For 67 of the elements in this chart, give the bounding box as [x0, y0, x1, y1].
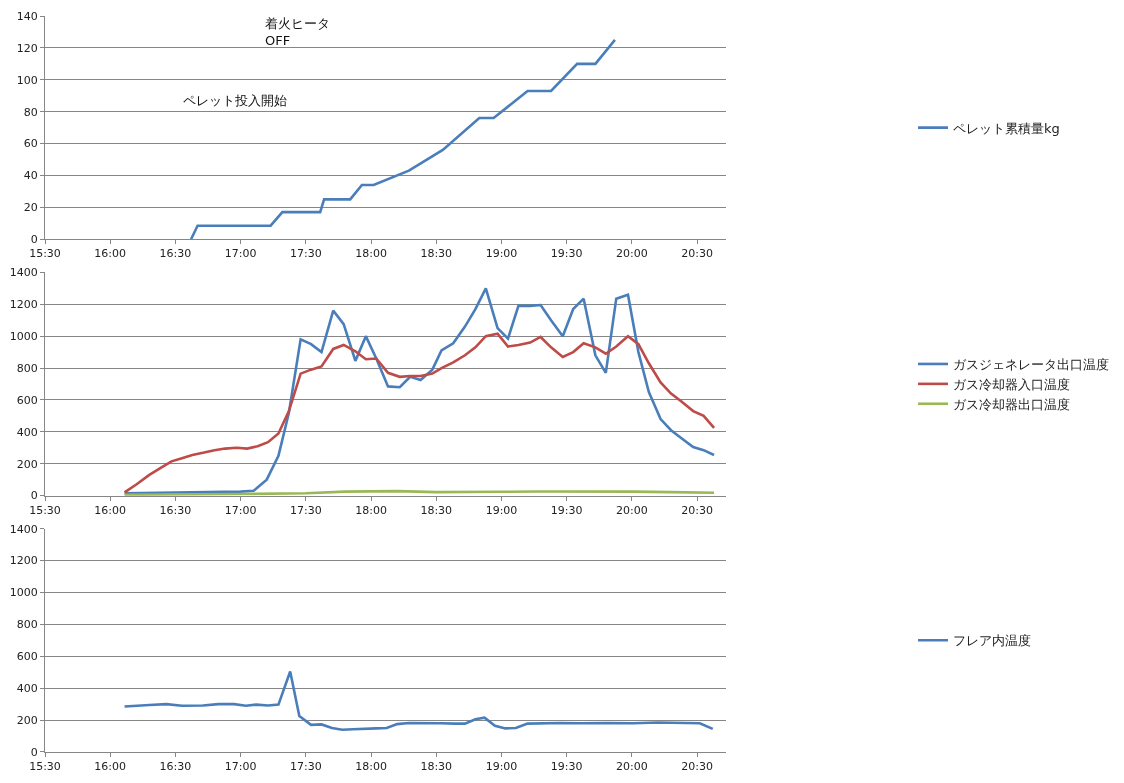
x-tick-label: 20:30: [681, 760, 713, 774]
y-tick-label: 200: [16, 713, 38, 727]
y-tick-label: 60: [23, 137, 38, 151]
annotation: 着火ヒータ OFF: [265, 16, 330, 48]
x-tick-label: 17:30: [289, 247, 322, 261]
y-tick-label: 1000: [9, 330, 38, 344]
x-tick-label: 16:30: [159, 247, 192, 261]
y-tick-label: 600: [16, 650, 38, 664]
x-tick-label: 16:00: [94, 247, 127, 261]
x-tick-label: 16:30: [159, 503, 192, 517]
x-tick-label: 16:00: [94, 760, 127, 774]
x-tick-label: 18:30: [420, 760, 453, 774]
legend-label: フレア内温度: [953, 633, 1032, 649]
x-tick-label: 15:30: [29, 503, 61, 517]
x-tick-label: 16:00: [94, 503, 127, 517]
x-tick-label: 19:30: [550, 760, 583, 774]
x-tick-label: 18:00: [355, 760, 387, 774]
y-tick-label: 1400: [9, 266, 38, 280]
y-tick-label: 1200: [9, 298, 38, 312]
x-tick-label: 20:00: [616, 760, 648, 774]
x-tick-label: 15:30: [29, 247, 61, 261]
x-tick-label: 18:30: [420, 247, 453, 261]
y-tick-label: 120: [16, 41, 38, 55]
y-tick-label: 20: [23, 201, 38, 215]
line-series: [123, 332, 716, 494]
y-tick-label: 40: [23, 169, 38, 183]
y-tick-label: 0: [30, 745, 38, 759]
x-tick-label: 17:00: [224, 760, 257, 774]
x-tick-label: 15:30: [29, 760, 61, 774]
y-tick-label: 200: [16, 457, 38, 471]
line-series: [123, 287, 716, 495]
y-tick-label: 1200: [9, 554, 38, 568]
legend-label: ガス冷却器出口温度: [953, 396, 1071, 412]
y-tick-label: 100: [16, 73, 38, 87]
y-tick-label: 0: [30, 233, 38, 247]
annotation: ペレット投入開始: [183, 93, 287, 108]
x-tick-label: 19:30: [550, 247, 583, 261]
y-tick-label: 0: [30, 489, 38, 503]
y-tick-label: 400: [16, 425, 38, 439]
x-tick-label: 20:30: [681, 247, 713, 261]
x-tick-label: 17:00: [224, 503, 257, 517]
line-series: [123, 670, 715, 731]
y-tick-label: 1000: [9, 586, 38, 600]
x-tick-label: 17:00: [224, 247, 257, 261]
legend-label: ガスジェネレータ出口温度: [953, 357, 1110, 373]
x-tick-label: 20:30: [681, 503, 713, 517]
x-tick-label: 19:00: [485, 503, 518, 517]
x-tick-label: 18:30: [420, 503, 453, 517]
y-tick-label: 400: [16, 682, 38, 696]
x-tick-label: 17:30: [289, 503, 322, 517]
y-tick-label: 80: [23, 105, 38, 119]
x-tick-label: 18:00: [355, 247, 387, 261]
x-tick-label: 18:00: [355, 503, 387, 517]
x-tick-label: 19:00: [485, 760, 518, 774]
x-tick-label: 16:30: [159, 760, 192, 774]
x-tick-label: 20:00: [616, 503, 648, 517]
y-tick-label: 800: [16, 361, 38, 375]
x-tick-label: 19:30: [550, 503, 583, 517]
x-tick-label: 20:00: [616, 247, 648, 261]
y-tick-label: 800: [16, 618, 38, 632]
y-tick-label: 1400: [9, 522, 38, 536]
y-tick-label: 600: [16, 393, 38, 407]
x-tick-label: 17:30: [289, 760, 322, 774]
legend-label: ペレット累積量kg: [953, 120, 1060, 136]
legend-label: ガス冷却器入口温度: [953, 376, 1071, 392]
x-tick-label: 19:00: [485, 247, 518, 261]
y-tick-label: 140: [16, 9, 38, 23]
